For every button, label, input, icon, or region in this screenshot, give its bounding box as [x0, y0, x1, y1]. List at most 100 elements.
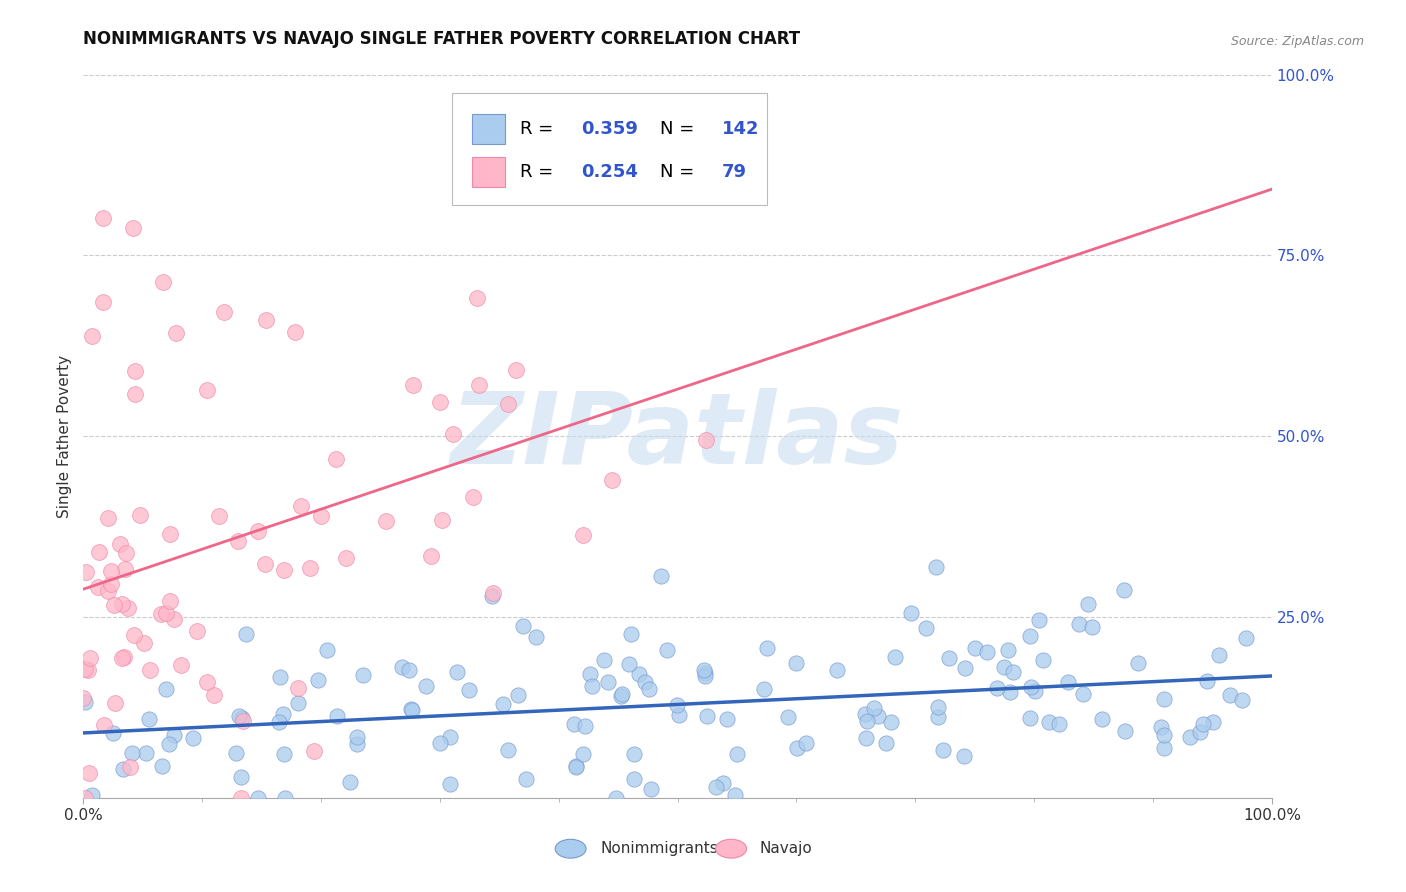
- Point: [505, 363, 527, 377]
- Point: [1114, 724, 1136, 739]
- Point: [932, 742, 955, 756]
- Point: [135, 746, 157, 760]
- Text: Source: ZipAtlas.com: Source: ZipAtlas.com: [1230, 35, 1364, 48]
- Point: [108, 537, 131, 551]
- Point: [91, 294, 114, 309]
- Text: N =: N =: [659, 120, 700, 137]
- Point: [997, 643, 1019, 657]
- Point: [868, 708, 890, 723]
- Point: [374, 514, 396, 528]
- Point: [77, 663, 100, 677]
- Point: [118, 759, 141, 773]
- Point: [634, 675, 657, 690]
- Point: [976, 645, 998, 659]
- Point: [574, 719, 596, 733]
- Point: [72, 690, 94, 705]
- Point: [346, 731, 368, 745]
- Text: R =: R =: [519, 163, 558, 181]
- Point: [87, 545, 110, 559]
- Point: [170, 658, 193, 673]
- Point: [915, 622, 938, 636]
- Point: [122, 628, 145, 642]
- Point: [346, 737, 368, 751]
- Point: [100, 564, 122, 578]
- Point: [228, 708, 250, 723]
- Point: [235, 627, 257, 641]
- Point: [693, 669, 716, 683]
- Point: [97, 584, 120, 599]
- Point: [953, 749, 976, 764]
- Point: [786, 741, 808, 756]
- Point: [927, 710, 949, 724]
- Point: [401, 703, 423, 717]
- Text: NONIMMIGRANTS VS NAVAJO SINGLE FATHER POVERTY CORRELATION CHART: NONIMMIGRANTS VS NAVAJO SINGLE FATHER PO…: [83, 29, 800, 48]
- Point: [73, 662, 96, 676]
- Point: [1028, 613, 1050, 627]
- Point: [593, 653, 616, 667]
- Point: [247, 791, 270, 805]
- Point: [186, 624, 208, 638]
- Point: [1150, 720, 1173, 734]
- Point: [80, 788, 103, 802]
- Point: [785, 656, 807, 670]
- Point: [776, 710, 799, 724]
- Point: [124, 364, 146, 378]
- Point: [938, 650, 960, 665]
- Point: [855, 731, 877, 746]
- Point: [623, 772, 645, 786]
- Point: [287, 681, 309, 695]
- Point: [1219, 688, 1241, 702]
- Point: [326, 709, 349, 723]
- Text: ZIPatlas: ZIPatlas: [451, 388, 904, 484]
- Point: [77, 765, 100, 780]
- Point: [419, 549, 441, 563]
- Point: [159, 593, 181, 607]
- Point: [468, 378, 491, 392]
- Point: [725, 747, 748, 761]
- Point: [287, 696, 309, 710]
- Point: [307, 673, 329, 687]
- Point: [441, 427, 464, 442]
- Point: [655, 642, 678, 657]
- Point: [875, 736, 897, 750]
- Point: [524, 630, 547, 644]
- Point: [352, 668, 374, 682]
- Text: 142: 142: [721, 120, 759, 137]
- Point: [1019, 680, 1042, 694]
- Point: [581, 679, 603, 693]
- Point: [439, 730, 461, 744]
- Point: [668, 707, 690, 722]
- Point: [1188, 724, 1211, 739]
- Point: [114, 562, 136, 576]
- Point: [111, 597, 134, 611]
- Text: Navajo: Navajo: [759, 841, 813, 856]
- Point: [605, 791, 627, 805]
- Point: [415, 679, 437, 693]
- Point: [578, 154, 600, 169]
- Point: [181, 731, 204, 746]
- Point: [267, 715, 290, 730]
- Point: [121, 746, 143, 760]
- Point: [111, 651, 134, 665]
- Point: [150, 607, 173, 622]
- Point: [640, 782, 662, 797]
- Point: [195, 383, 218, 397]
- Point: [1195, 673, 1218, 688]
- Point: [1114, 583, 1136, 598]
- Point: [927, 699, 949, 714]
- Point: [273, 563, 295, 577]
- Point: [986, 681, 1008, 696]
- Point: [163, 611, 186, 625]
- Text: 79: 79: [721, 163, 747, 181]
- Point: [724, 789, 747, 803]
- Point: [716, 712, 738, 726]
- Point: [157, 737, 180, 751]
- Point: [755, 640, 778, 655]
- Point: [463, 490, 485, 504]
- Point: [271, 707, 294, 722]
- Circle shape: [555, 839, 586, 858]
- Point: [117, 600, 139, 615]
- Point: [853, 707, 876, 722]
- Point: [128, 508, 150, 522]
- Point: [79, 650, 101, 665]
